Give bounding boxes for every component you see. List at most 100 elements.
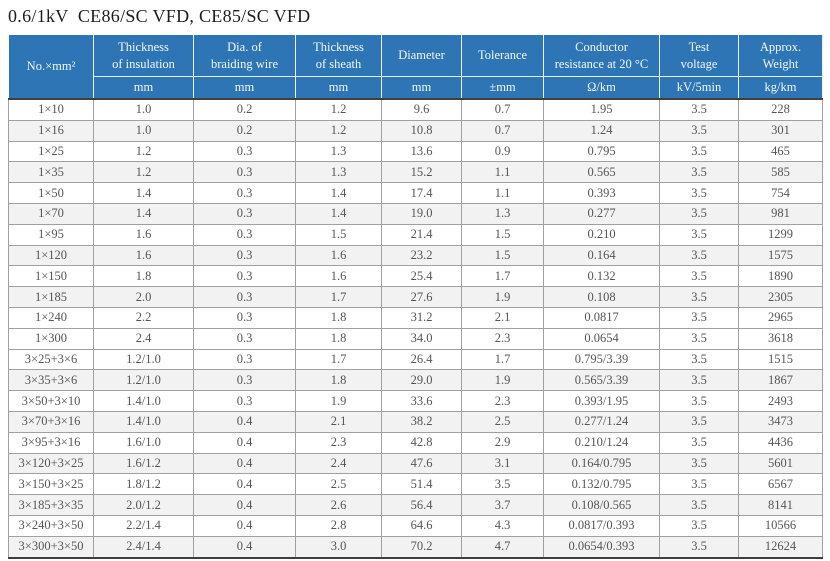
table-cell: 70.2 — [381, 535, 462, 559]
table-cell: 1.6 — [93, 244, 194, 267]
table-cell: 3473 — [738, 410, 823, 433]
table-cell: 0.565/3.39 — [543, 369, 660, 392]
table-cell: 0.4 — [193, 431, 296, 454]
header-cell-1: Thickness of insulation — [93, 34, 194, 77]
table-cell: 0.7 — [461, 97, 544, 121]
table-cell: 3.5 — [659, 140, 739, 163]
table-cell: 0.4 — [193, 473, 296, 496]
table-row: 1×150 1.8 0.3 1.6 25.4 1.7 0.132 3.5 1890 — [8, 265, 823, 288]
table-cell: 0.4 — [193, 410, 296, 433]
table-cell: 1.8 — [295, 306, 382, 329]
table-cell: 4436 — [738, 431, 823, 454]
table-cell: 1×16 — [8, 119, 94, 142]
header-cell-5: Tolerance — [461, 34, 544, 77]
header-cell-3: Thickness of sheath — [295, 34, 382, 77]
table-cell: 1×95 — [8, 223, 94, 246]
table-cell: 26.4 — [381, 348, 462, 371]
table-cell: 56.4 — [381, 494, 462, 516]
table-row: 1×16 1.0 0.2 1.2 10.8 0.7 1.24 3.5 301 — [8, 119, 823, 142]
table-cell: 1.9 — [461, 369, 544, 392]
table-cell: 1.9 — [295, 390, 382, 412]
table-cell: 10566 — [738, 514, 823, 537]
unit-cell-4: mm — [381, 76, 462, 100]
table-row: 1×25 1.2 0.3 1.3 13.6 0.9 0.795 3.5 465 — [8, 140, 823, 163]
table-cell: 3.5 — [659, 514, 739, 537]
table-cell: 1.3 — [295, 140, 382, 163]
table-cell: 3×25+3×6 — [8, 348, 94, 371]
table-cell: 10.8 — [381, 119, 462, 142]
table-cell: 1.3 — [295, 161, 382, 184]
table-cell: 3.5 — [659, 119, 739, 142]
table-cell: 3×95+3×16 — [8, 431, 94, 454]
table-cell: 228 — [738, 97, 823, 121]
table-cell: 0.3 — [193, 390, 296, 412]
table-cell: 0.132/0.795 — [543, 473, 660, 496]
table-cell: 3×185+3×35 — [8, 494, 94, 516]
table-cell: 3.5 — [659, 182, 739, 204]
table-cell: 1.8 — [295, 369, 382, 392]
table-cell: 1.6/1.2 — [93, 452, 194, 475]
table-cell: 0.210/1.24 — [543, 431, 660, 454]
table-cell: 2.3 — [461, 390, 544, 412]
table-cell: 1.2 — [295, 97, 382, 121]
table-cell: 51.4 — [381, 473, 462, 496]
table-cell: 1.0 — [93, 97, 194, 121]
table-cell: 38.2 — [381, 410, 462, 433]
table-cell: 3.5 — [659, 327, 739, 350]
table-cell: 1.5 — [461, 244, 544, 267]
table-cell: 1.95 — [543, 97, 660, 121]
table-cell: 1.1 — [461, 161, 544, 184]
table-cell: 0.3 — [193, 286, 296, 308]
table-cell: 3.5 — [659, 244, 739, 267]
table-cell: 0.277/1.24 — [543, 410, 660, 433]
table-cell: 13.6 — [381, 140, 462, 163]
table-cell: 1.7 — [461, 265, 544, 288]
table-cell: 0.277 — [543, 202, 660, 225]
table-row: 3×95+3×16 1.6/1.0 0.4 2.3 42.8 2.9 0.210/1.24 3… — [8, 431, 823, 454]
unit-cell-1: mm — [93, 76, 194, 100]
table-cell: 0.0654/0.393 — [543, 535, 660, 559]
table-row: 1×50 1.4 0.3 1.4 17.4 1.1 0.393 3.5 754 — [8, 182, 823, 204]
table-cell: 3618 — [738, 327, 823, 350]
table-cell: 0.393 — [543, 182, 660, 204]
header-cell-0: No.×mm² — [8, 34, 94, 100]
table-cell: 3×300+3×50 — [8, 535, 94, 559]
table-cell: 0.795/3.39 — [543, 348, 660, 371]
table-cell: 2.3 — [461, 327, 544, 350]
header-cell-7: Test voltage — [659, 34, 739, 77]
table-cell: 33.6 — [381, 390, 462, 412]
table-cell: 0.3 — [193, 306, 296, 329]
table-cell: 3.5 — [659, 452, 739, 475]
table-cell: 1.8 — [93, 265, 194, 288]
table-cell: 2305 — [738, 286, 823, 308]
table-cell: 1.24 — [543, 119, 660, 142]
table-cell: 1.2 — [93, 161, 194, 184]
table-cell: 2.4 — [295, 452, 382, 475]
table-cell: 3×50+3×10 — [8, 390, 94, 412]
table-cell: 17.4 — [381, 182, 462, 204]
table-cell: 0.108/0.565 — [543, 494, 660, 516]
table-cell: 0.3 — [193, 327, 296, 350]
unit-cell-5: ±mm — [461, 76, 544, 100]
table-cell: 0.3 — [193, 140, 296, 163]
table-cell: 12624 — [738, 535, 823, 559]
table-row: 1×10 1.0 0.2 1.2 9.6 0.7 1.95 3.5 228 — [8, 97, 823, 121]
table-cell: 2.8 — [295, 514, 382, 537]
table-cell: 3.5 — [659, 494, 739, 516]
table-row: 1×120 1.6 0.3 1.6 23.2 1.5 0.164 3.5 1575 — [8, 244, 823, 267]
table-cell: 21.4 — [381, 223, 462, 246]
table-cell: 0.3 — [193, 369, 296, 392]
table-cell: 0.0817/0.393 — [543, 514, 660, 537]
table-cell: 2.5 — [295, 473, 382, 496]
table-cell: 2.2 — [93, 306, 194, 329]
table-cell: 1.5 — [295, 223, 382, 246]
table-cell: 1×10 — [8, 97, 94, 121]
table-cell: 3×120+3×25 — [8, 452, 94, 475]
table-cell: 1.4/1.0 — [93, 390, 194, 412]
table-cell: 0.164 — [543, 244, 660, 267]
table-cell: 3.1 — [461, 452, 544, 475]
table-cell: 1.6 — [93, 223, 194, 246]
table-cell: 19.0 — [381, 202, 462, 225]
table-cell: 0.3 — [193, 202, 296, 225]
table-cell: 3.5 — [659, 306, 739, 329]
